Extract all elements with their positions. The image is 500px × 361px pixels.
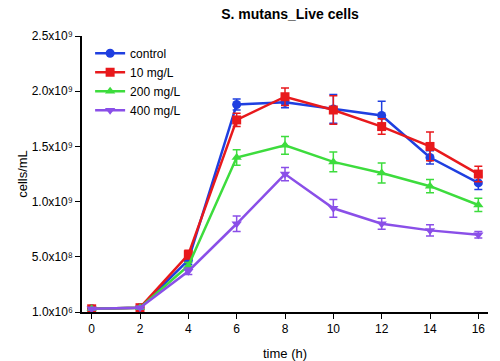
svg-text:S. mutans_Live cells: S. mutans_Live cells: [221, 6, 359, 22]
svg-text:400 mg/L: 400 mg/L: [130, 104, 180, 118]
svg-text:5.0x10⁸: 5.0x10⁸: [32, 250, 73, 264]
svg-text:10 mg/L: 10 mg/L: [130, 66, 174, 80]
svg-text:2: 2: [137, 322, 144, 336]
svg-text:1.5x10⁹: 1.5x10⁹: [32, 140, 73, 154]
svg-text:8: 8: [282, 322, 289, 336]
svg-text:6: 6: [233, 322, 240, 336]
svg-text:12: 12: [375, 322, 389, 336]
svg-text:16: 16: [472, 322, 486, 336]
svg-text:cells/mL: cells/mL: [15, 150, 30, 198]
svg-text:1.0x10⁹: 1.0x10⁹: [32, 195, 73, 209]
svg-text:control: control: [130, 47, 166, 61]
svg-text:2.5x10⁹: 2.5x10⁹: [32, 29, 73, 43]
svg-text:200 mg/L: 200 mg/L: [130, 85, 180, 99]
svg-text:1.0x10⁶: 1.0x10⁶: [32, 305, 73, 319]
svg-text:4: 4: [185, 322, 192, 336]
svg-text:10: 10: [327, 322, 341, 336]
svg-text:0: 0: [88, 322, 95, 336]
svg-text:2.0x10⁹: 2.0x10⁹: [32, 84, 73, 98]
svg-text:time (h): time (h): [263, 346, 307, 361]
svg-text:14: 14: [423, 322, 437, 336]
